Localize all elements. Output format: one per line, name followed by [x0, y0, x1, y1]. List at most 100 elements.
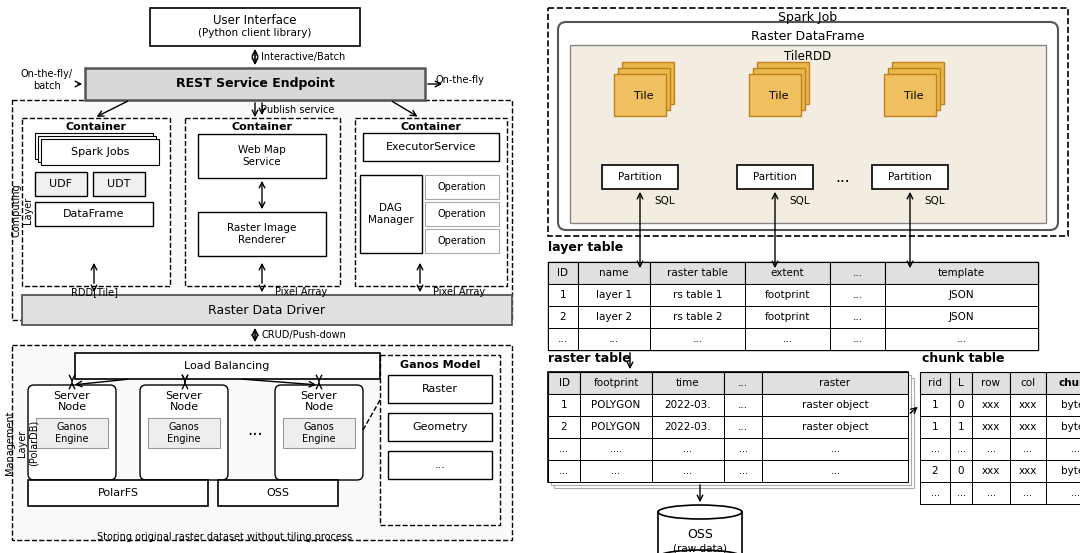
- Text: CRUD/Push-down: CRUD/Push-down: [261, 330, 346, 340]
- Text: Tile: Tile: [904, 91, 923, 101]
- Text: ...: ...: [611, 466, 621, 476]
- Bar: [1010, 394, 1047, 416]
- Bar: [548, 284, 578, 306]
- Text: Partition: Partition: [753, 172, 797, 182]
- Bar: [388, 413, 492, 441]
- Text: 2: 2: [932, 466, 939, 476]
- Bar: [750, 74, 801, 116]
- Bar: [580, 416, 652, 438]
- Text: DAG
Manager: DAG Manager: [368, 203, 414, 225]
- Bar: [12, 345, 512, 540]
- Bar: [580, 372, 652, 394]
- Bar: [388, 375, 492, 403]
- Text: 0: 0: [958, 466, 964, 476]
- Text: Server: Server: [165, 391, 202, 401]
- Bar: [950, 460, 972, 482]
- Text: ...: ...: [609, 334, 619, 344]
- Text: Web Map
Service: Web Map Service: [238, 145, 286, 167]
- Bar: [652, 438, 724, 460]
- Text: name: name: [599, 268, 629, 278]
- Text: OSS: OSS: [687, 528, 713, 541]
- Text: 0: 0: [958, 400, 964, 410]
- Text: raster object: raster object: [801, 422, 868, 432]
- Text: Interactive/Batch: Interactive/Batch: [261, 52, 346, 62]
- Bar: [548, 328, 578, 350]
- Text: Spark Job: Spark Job: [779, 12, 838, 24]
- Bar: [652, 372, 724, 394]
- Text: ...: ...: [986, 444, 996, 454]
- Bar: [198, 212, 326, 256]
- Text: xxx: xxx: [982, 466, 1000, 476]
- Bar: [218, 480, 338, 506]
- Text: Raster Image
Renderer: Raster Image Renderer: [227, 223, 297, 245]
- Text: 1: 1: [932, 400, 939, 410]
- Text: 1: 1: [958, 422, 964, 432]
- Text: Container: Container: [401, 122, 461, 132]
- Text: Computing
Layer: Computing Layer: [11, 183, 32, 237]
- Text: 2022-03.: 2022-03.: [664, 400, 712, 410]
- Text: REST Service Endpoint: REST Service Endpoint: [176, 77, 335, 91]
- Bar: [650, 284, 745, 306]
- Text: Server: Server: [54, 391, 91, 401]
- Bar: [920, 482, 950, 504]
- Bar: [93, 172, 145, 196]
- Text: ...: ...: [1024, 444, 1032, 454]
- Text: layer 1: layer 1: [596, 290, 632, 300]
- Bar: [885, 328, 1038, 350]
- Text: template: template: [937, 268, 985, 278]
- Bar: [28, 480, 208, 506]
- Text: ...: ...: [738, 422, 748, 432]
- Text: SQL: SQL: [789, 196, 810, 206]
- Text: xxx: xxx: [982, 422, 1000, 432]
- Text: ...: ...: [558, 334, 568, 344]
- Text: Pixel Array: Pixel Array: [275, 287, 327, 297]
- Text: xxx: xxx: [1018, 422, 1037, 432]
- Bar: [950, 394, 972, 416]
- Text: Spark Jobs: Spark Jobs: [71, 147, 130, 157]
- Bar: [972, 460, 1010, 482]
- Bar: [885, 262, 1038, 284]
- Text: Operation: Operation: [437, 209, 486, 219]
- Bar: [745, 328, 831, 350]
- Bar: [658, 512, 742, 553]
- Text: SQL: SQL: [654, 196, 675, 206]
- Bar: [652, 416, 724, 438]
- Bar: [35, 202, 153, 226]
- Bar: [753, 68, 805, 110]
- Text: Partition: Partition: [888, 172, 932, 182]
- Text: ...: ...: [1024, 488, 1032, 498]
- Text: ...: ...: [852, 312, 863, 322]
- Text: Raster Data Driver: Raster Data Driver: [208, 304, 325, 316]
- Bar: [1047, 394, 1080, 416]
- Text: Operation: Operation: [437, 182, 486, 192]
- Text: xxx: xxx: [1018, 400, 1037, 410]
- Text: Geometry: Geometry: [413, 422, 468, 432]
- Bar: [950, 372, 972, 394]
- Text: OSS: OSS: [267, 488, 289, 498]
- Text: ...: ...: [957, 488, 966, 498]
- Text: ...: ...: [931, 444, 940, 454]
- Bar: [920, 372, 950, 394]
- Text: ...: ...: [434, 460, 445, 470]
- Bar: [762, 394, 908, 416]
- Bar: [1047, 460, 1080, 482]
- Text: Partition: Partition: [618, 172, 662, 182]
- Bar: [622, 62, 674, 104]
- Text: UDF: UDF: [50, 179, 72, 189]
- Text: rid: rid: [928, 378, 942, 388]
- Bar: [745, 284, 831, 306]
- Bar: [618, 68, 670, 110]
- Bar: [950, 416, 972, 438]
- Text: ...: ...: [247, 421, 262, 439]
- Bar: [652, 394, 724, 416]
- Bar: [548, 372, 580, 394]
- Text: ...: ...: [852, 290, 863, 300]
- Bar: [283, 418, 355, 448]
- Text: ...: ...: [684, 466, 692, 476]
- Bar: [578, 328, 650, 350]
- Bar: [724, 416, 762, 438]
- Bar: [426, 229, 499, 253]
- Bar: [650, 262, 745, 284]
- Text: JSON: JSON: [948, 312, 974, 322]
- Text: (Python client library): (Python client library): [199, 28, 312, 38]
